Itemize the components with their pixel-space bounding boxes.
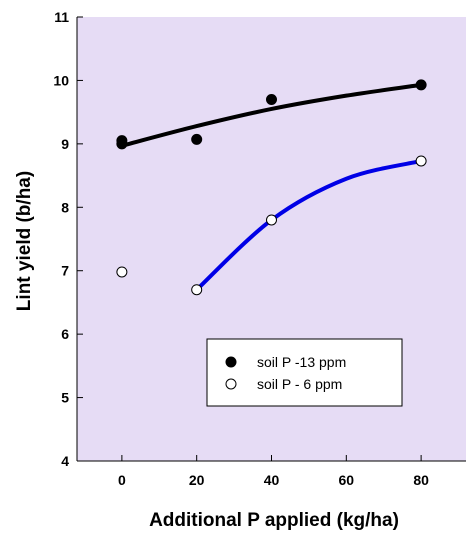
y-axis-ticks: 4 5 6 7 8 9 10 11 [53, 9, 83, 469]
data-point-open [191, 284, 203, 296]
x-tick-label: 20 [189, 472, 205, 488]
x-tick-label: 0 [118, 472, 126, 488]
legend-marker-open [225, 378, 237, 390]
y-tick-label: 6 [61, 326, 69, 342]
data-point-filled [266, 93, 277, 105]
x-tick-label: 40 [264, 472, 280, 488]
x-axis-ticks: 0 20 40 60 80 [118, 455, 429, 488]
data-point-open [266, 214, 277, 226]
y-tick-label: 10 [53, 72, 69, 88]
legend-label-1: soil P -13 ppm [257, 354, 346, 370]
data-point-filled [191, 133, 203, 145]
y-tick-label: 8 [61, 199, 69, 215]
x-tick-label: 80 [413, 472, 429, 488]
y-tick-label: 11 [54, 9, 69, 25]
fit-curve-2 [194, 158, 424, 292]
legend-entry-2: soil P - 6 ppm [225, 376, 342, 392]
legend-marker-filled [225, 356, 237, 368]
data-points [116, 79, 427, 296]
legend: soil P -13 ppm soil P - 6 ppm [206, 338, 403, 407]
fit-curve-1 [119, 82, 424, 148]
legend-box [206, 338, 403, 407]
y-tick-label: 5 [61, 390, 69, 406]
y-tick-label: 7 [61, 263, 69, 279]
x-axis-title: Additional P applied (kg/ha) [149, 510, 399, 531]
x-tick-label: 60 [339, 472, 355, 488]
legend-label-2: soil P - 6 ppm [257, 376, 342, 392]
data-point-filled [415, 79, 427, 91]
fit-curves [119, 82, 424, 292]
data-point-open [415, 155, 427, 167]
legend-entry-1: soil P -13 ppm [225, 354, 346, 370]
y-tick-label: 9 [61, 136, 69, 152]
data-point-filled [116, 138, 128, 150]
y-axis-title: Lint yield (b/ha) [14, 171, 35, 311]
data-point-open [116, 266, 128, 278]
y-tick-label: 4 [61, 453, 69, 469]
